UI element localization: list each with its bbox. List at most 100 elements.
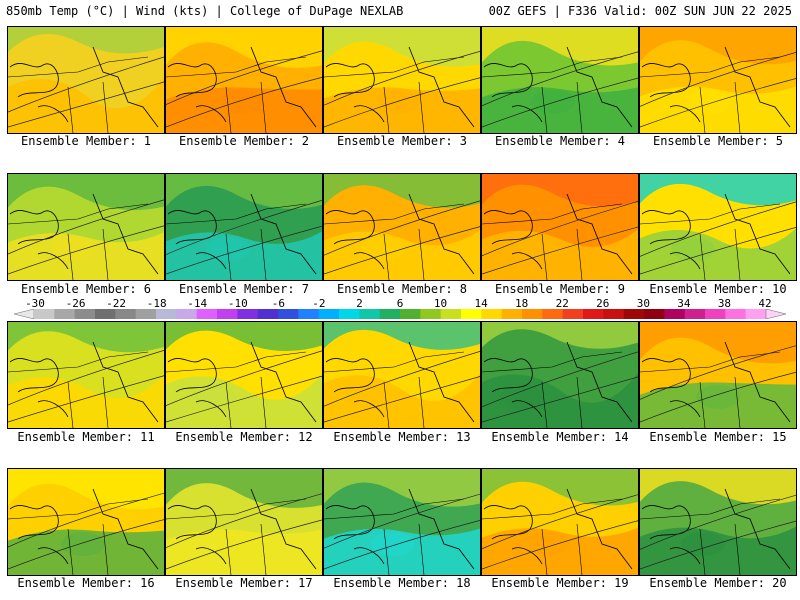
ensemble-map-panel xyxy=(7,26,165,134)
colorbar-high-arrow xyxy=(765,309,786,319)
colorbar-tick-label: -6 xyxy=(271,297,285,310)
colorbar-tick-label: 2 xyxy=(356,297,363,310)
colorbar-swatch xyxy=(623,309,645,319)
colorbar-swatch xyxy=(196,309,218,319)
colorbar-tick-label: 38 xyxy=(717,297,732,310)
ensemble-member-label: Ensemble Member: 6 xyxy=(20,282,152,296)
map-title: 850mb Temp (°C) | Wind (kts) | College o… xyxy=(6,4,404,18)
ensemble-map-panel xyxy=(165,26,323,134)
ensemble-map-panel xyxy=(323,468,481,576)
ensemble-member-label: Ensemble Member: 7 xyxy=(178,282,310,296)
colorbar-swatch xyxy=(745,309,767,319)
colorbar-tick-label: 14 xyxy=(474,297,488,310)
colorbar-swatch xyxy=(583,309,604,319)
ensemble-map-panel xyxy=(639,26,797,134)
colorbar-swatch xyxy=(74,309,96,319)
colorbar-swatch xyxy=(684,309,706,319)
ensemble-member-label: Ensemble Member: 12 xyxy=(175,430,313,444)
ensemble-member-label: Ensemble Member: 5 xyxy=(652,134,784,148)
colorbar-swatch xyxy=(217,309,238,319)
ensemble-member-label: Ensemble Member: 4 xyxy=(494,134,626,148)
colorbar-swatch xyxy=(54,309,76,319)
ensemble-map-panel xyxy=(639,173,797,281)
colorbar-low-arrow xyxy=(14,309,35,319)
ensemble-member-label: Ensemble Member: 13 xyxy=(333,430,471,444)
ensemble-map-panel xyxy=(323,321,481,429)
colorbar-swatch xyxy=(705,309,726,319)
colorbar-tick-label: -22 xyxy=(106,297,127,310)
ensemble-map-panel xyxy=(481,468,639,576)
colorbar-tick-label: 26 xyxy=(596,297,610,310)
colorbar-swatch xyxy=(135,309,157,319)
colorbar-tick-label: -10 xyxy=(227,297,248,310)
ensemble-map-panel xyxy=(7,321,165,429)
ensemble-member-label: Ensemble Member: 15 xyxy=(649,430,787,444)
colorbar-swatch xyxy=(420,309,442,319)
colorbar-tick-label: -14 xyxy=(187,297,208,310)
ensemble-member-label: Ensemble Member: 14 xyxy=(491,430,629,444)
colorbar-swatch xyxy=(318,309,340,319)
temperature-colorbar xyxy=(14,309,786,319)
colorbar-tick-label: 6 xyxy=(396,297,404,310)
ensemble-map-panel xyxy=(165,321,323,429)
colorbar-swatch xyxy=(34,309,55,319)
colorbar-swatch xyxy=(664,309,686,319)
ensemble-map-panel xyxy=(481,321,639,429)
colorbar-swatch xyxy=(257,309,279,319)
ensemble-map-panel xyxy=(7,173,165,281)
colorbar-swatch xyxy=(481,309,503,319)
ensemble-map-panel xyxy=(323,26,481,134)
ensemble-map-panel xyxy=(165,173,323,281)
colorbar-swatch xyxy=(440,309,462,319)
colorbar-swatch xyxy=(501,309,523,319)
colorbar-swatch xyxy=(522,309,543,319)
colorbar-tick-label: 34 xyxy=(677,297,691,310)
ensemble-member-label: Ensemble Member: 17 xyxy=(175,576,313,590)
run-valid-time: 00Z GEFS | F336 Valid: 00Z SUN JUN 22 20… xyxy=(488,4,792,18)
ensemble-map-panel xyxy=(639,321,797,429)
colorbar-tick-label: -26 xyxy=(65,297,86,310)
colorbar-swatch xyxy=(603,309,625,319)
ensemble-map-panel xyxy=(639,468,797,576)
ensemble-member-label: Ensemble Member: 3 xyxy=(336,134,468,148)
ensemble-member-label: Ensemble Member: 1 xyxy=(20,134,152,148)
ensemble-map-panel xyxy=(165,468,323,576)
ensemble-member-label: Ensemble Member: 9 xyxy=(494,282,626,296)
ensemble-map-panel xyxy=(481,26,639,134)
colorbar-tick-label: 22 xyxy=(555,297,569,310)
colorbar-swatch xyxy=(339,309,360,319)
colorbar-swatch xyxy=(400,309,421,319)
colorbar-swatch xyxy=(298,309,320,319)
colorbar-tick-label: 18 xyxy=(515,297,529,310)
colorbar-swatch xyxy=(359,309,381,319)
colorbar-tick-label: -2 xyxy=(312,297,326,310)
colorbar-tick-label: 30 xyxy=(636,297,650,310)
colorbar-swatch xyxy=(95,309,116,319)
colorbar-swatch xyxy=(156,309,177,319)
ensemble-member-label: Ensemble Member: 11 xyxy=(17,430,155,444)
colorbar-swatch xyxy=(237,309,259,319)
colorbar-swatch xyxy=(115,309,137,319)
ensemble-member-label: Ensemble Member: 2 xyxy=(178,134,310,148)
colorbar-swatch xyxy=(725,309,747,319)
colorbar-swatch xyxy=(176,309,198,319)
ensemble-member-label: Ensemble Member: 16 xyxy=(17,576,155,590)
colorbar-swatch xyxy=(461,309,482,319)
ensemble-member-label: Ensemble Member: 8 xyxy=(336,282,468,296)
colorbar-swatch xyxy=(542,309,564,319)
colorbar-swatch xyxy=(278,309,299,319)
ensemble-member-label: Ensemble Member: 18 xyxy=(333,576,471,590)
ensemble-map-panel xyxy=(7,468,165,576)
colorbar-tick-label: 42 xyxy=(758,297,772,310)
ensemble-member-label: Ensemble Member: 10 xyxy=(649,282,787,296)
ensemble-map-panel xyxy=(481,173,639,281)
ensemble-member-label: Ensemble Member: 19 xyxy=(491,576,629,590)
colorbar-tick-label: 10 xyxy=(433,297,448,310)
ensemble-map-panel xyxy=(323,173,481,281)
colorbar-swatch xyxy=(562,309,584,319)
ensemble-member-label: Ensemble Member: 20 xyxy=(649,576,787,590)
colorbar-swatch xyxy=(379,309,401,319)
colorbar-tick-label: -30 xyxy=(25,297,45,310)
colorbar-tick-label: -18 xyxy=(146,297,167,310)
colorbar-swatch xyxy=(644,309,665,319)
